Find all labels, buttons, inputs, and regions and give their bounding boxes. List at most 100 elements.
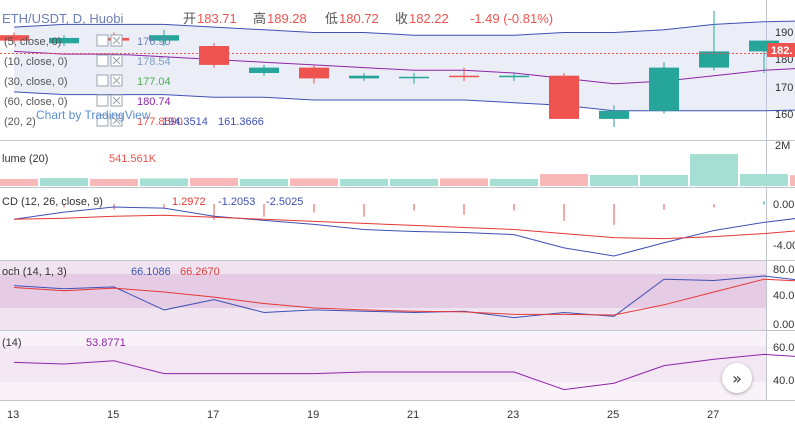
macd-tick: 0.00 [773,199,794,211]
close-icon [112,116,121,125]
candle-body [549,75,579,119]
candle-body [349,75,379,79]
volume-bar [190,178,238,186]
stoch-k-line [13,275,795,319]
indicator-label: (10, close, 0) [4,56,68,68]
indicator-value: 161.3666 [218,116,264,128]
bollinger-lines [13,20,795,112]
bollinger-fill [14,21,795,111]
date-tick: 25 [607,409,619,421]
volume-bar [290,178,338,186]
svg-text:-2.5025: -2.5025 [266,196,303,208]
indicator-label: (60, close, 0) [4,96,68,108]
macd-tick: -4.00 [773,240,795,252]
close-icon [112,56,121,65]
rsi-tick: 40.0 [773,375,794,387]
svg-text:-1.2053: -1.2053 [218,196,255,208]
rsi-series [13,353,795,391]
date-tick: 21 [407,409,419,421]
candle [549,73,579,119]
close-value: 182.22 [409,11,449,26]
candle [199,43,229,68]
svg-text:1.2972: 1.2972 [172,196,206,208]
indicator-settings-icon [96,74,109,87]
volume-bar [690,154,738,186]
candle-body [199,46,229,65]
rsi-panel-bg [0,331,766,400]
volume-bar [790,175,795,186]
symbol-title: ETH/USDT, D, Huobi [2,11,123,26]
volume-bar [240,179,288,186]
bollinger-band-area [14,21,795,111]
indicator-label: (20, 2) [4,116,36,128]
candle [299,64,329,84]
svg-text:(14): (14) [2,337,22,349]
close-label: 收 [395,11,408,26]
svg-text:och (14, 1, 3): och (14, 1, 3) [2,266,67,278]
volume-bar [40,178,88,186]
open-value: 183.71 [197,11,237,26]
high-label: 高 [253,11,266,26]
stoch-panel-bg [0,261,766,330]
macd-series [13,200,795,257]
candle [699,10,729,71]
indicator-value: 180.74 [137,96,171,108]
scroll-to-realtime-button[interactable]: » [722,363,752,393]
volume-bars [0,154,795,186]
svg-text:lume (20): lume (20) [2,153,48,165]
candle-body [599,110,629,119]
low-label: 低 [325,11,338,26]
date-tick: 13 [7,409,19,421]
candle [249,64,279,76]
date-tick: 23 [507,409,519,421]
tradingview-watermark: Chart by TradingView [36,108,151,122]
candle-body [299,67,329,79]
candle [0,32,29,44]
candle [149,29,179,46]
open-label: 开 [183,11,196,26]
close-icon [112,76,121,85]
rsi-header: (14) 53.8771 [2,337,126,349]
volume-header: lume (20) 541.561K [2,153,157,165]
panel-separators [0,0,795,401]
moving-average-line [13,50,795,85]
svg-text:53.8771: 53.8771 [86,337,126,349]
indicator-settings-icon [96,34,109,47]
volume-axis-tick: 2M [775,140,790,152]
macd-line [13,206,795,257]
indicator-value: 177.04 [137,76,171,88]
macd-header: CD (12, 26, close, 9) 1.2972 -1.2053 -2.… [2,196,303,208]
indicator-settings-icon [96,94,109,107]
bollinger-upper-line [13,20,795,36]
close-icon [112,36,121,45]
macd-signal-line [13,214,795,240]
date-axis[interactable]: 13 15 17 19 21 23 25 27 [7,409,719,421]
candle [749,40,779,73]
volume-bar [140,178,188,186]
stoch-tick: 0.00 [773,319,794,331]
date-tick: 19 [307,409,319,421]
candle [349,73,379,82]
volume-bar [490,179,538,186]
candle [649,62,679,114]
indicator-label: (30, close, 0) [4,76,68,88]
date-tick: 15 [107,409,119,421]
bollinger-lower-line [13,91,795,112]
price-axis[interactable]: 190 180 170 160 182. [767,27,795,121]
candle-body [0,35,29,41]
current-price-label: 182. [771,45,792,57]
candle-body [149,35,179,41]
candle-body [399,76,429,79]
candle [449,67,479,82]
volume-bar [640,175,688,186]
indicator-value: 178.54 [137,56,171,68]
candle-body [499,75,529,78]
stoch-band [0,274,766,308]
svg-text:541.561K: 541.561K [109,153,157,165]
low-value: 180.72 [339,11,379,26]
volume-bar [440,178,488,186]
indicator-settings-icon [96,54,109,67]
date-tick: 27 [707,409,719,421]
volume-bar [540,174,588,186]
